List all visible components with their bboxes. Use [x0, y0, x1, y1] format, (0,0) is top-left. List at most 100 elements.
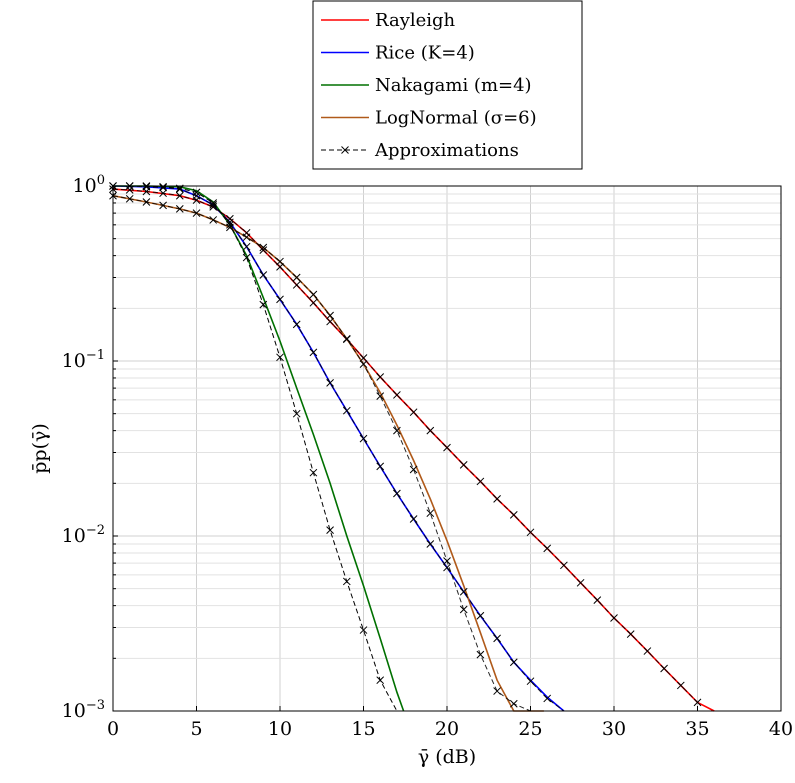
x-marker-approx-1 — [309, 348, 318, 357]
x-marker-stroke — [209, 201, 218, 209]
x-marker-stroke — [393, 426, 401, 435]
x-marker-stroke — [125, 186, 134, 194]
x-tick-label: 15 — [351, 718, 375, 740]
x-marker-nakagami — [326, 526, 334, 535]
x-marker-stroke — [493, 634, 501, 643]
y-tick-exponent: −3 — [86, 698, 105, 713]
legend-entry: Rice (K=4) — [321, 43, 475, 64]
x-marker-nakagami — [342, 577, 351, 586]
x-marker-stroke — [476, 650, 485, 659]
x-marker-approx-0 — [459, 461, 468, 469]
x-marker-stroke — [276, 295, 284, 304]
x-marker-approx-0 — [309, 298, 318, 307]
x-marker-approx-0 — [209, 203, 218, 211]
x-marker-approx-2 — [426, 509, 435, 518]
y-tick-label: 10−2 — [62, 523, 105, 547]
x-marker-stroke — [459, 587, 468, 596]
x-marker-approx-2 — [192, 209, 201, 217]
x-marker-nakagami — [209, 199, 218, 207]
x-marker-stroke — [309, 298, 318, 307]
x-marker-stroke — [509, 511, 518, 519]
x-marker-approx-0 — [626, 630, 635, 638]
legend-label: LogNormal (σ=6) — [375, 108, 537, 129]
series-line-1 — [112, 185, 565, 712]
legend-label: Nakagami (m=4) — [375, 75, 532, 96]
x-marker-stroke — [426, 540, 435, 548]
x-marker-approx-0 — [393, 391, 401, 399]
x-marker-stroke — [259, 300, 268, 309]
x-marker-stroke — [192, 209, 201, 217]
x-tick-label: 35 — [685, 718, 709, 740]
x-marker-approx-1 — [426, 540, 435, 548]
x-marker-stroke — [326, 379, 334, 387]
x-marker-stroke — [459, 605, 468, 614]
x-marker-stroke — [226, 214, 234, 223]
x-marker-stroke — [543, 544, 552, 553]
x-marker-approx-1 — [393, 489, 401, 498]
x-marker-stroke — [409, 408, 418, 417]
y-axis-label: p̄p(γ̄) — [29, 423, 51, 474]
y-tick-exponent: −2 — [86, 523, 105, 538]
x-marker-approx-2 — [226, 223, 234, 232]
x-marker-approx-1 — [376, 462, 385, 471]
x-marker-approx-0 — [409, 408, 418, 417]
x-marker-nakagami — [259, 300, 268, 309]
ticks — [112, 185, 782, 712]
x-marker-nakagami — [292, 409, 301, 418]
x-marker-stroke — [393, 391, 401, 399]
x-marker-approx-0 — [259, 246, 268, 254]
x-tick-label: 30 — [602, 718, 626, 740]
series-line-3 — [112, 194, 544, 712]
x-marker-approx-0 — [376, 373, 385, 381]
x-marker-stroke — [309, 348, 318, 357]
x-marker-approx-0 — [610, 614, 618, 622]
x-marker-stroke — [660, 664, 668, 673]
x-marker-stroke — [226, 223, 234, 232]
x-marker-stroke — [342, 334, 351, 343]
y-tick-exponent: 0 — [97, 173, 105, 188]
x-marker-stroke — [259, 243, 268, 252]
x-marker-stroke — [626, 630, 635, 638]
x-marker-stroke — [175, 205, 184, 213]
x-marker-approx-0 — [643, 647, 652, 655]
x-marker-stroke — [175, 185, 184, 193]
x-marker-approx-2 — [393, 426, 401, 435]
x-marker-approx-2 — [376, 392, 385, 400]
x-marker-nakagami — [309, 468, 318, 477]
x-axis-label: γ̄ (dB) — [418, 746, 476, 768]
x-marker-approx-1 — [209, 201, 218, 209]
x-marker-stroke — [292, 409, 301, 418]
x-marker-approx-2 — [309, 290, 318, 299]
x-marker-stroke — [610, 614, 618, 622]
x-marker-stroke — [560, 561, 568, 570]
x-marker-stroke — [326, 311, 334, 320]
y-tick-label: 10−1 — [62, 348, 105, 372]
x-marker-stroke — [476, 477, 485, 486]
x-marker-nakagami — [159, 182, 167, 191]
x-marker-approx-2 — [509, 699, 518, 708]
x-marker-stroke — [309, 468, 318, 477]
x-marker-stroke — [242, 253, 251, 262]
x-marker-stroke — [443, 557, 451, 565]
x-marker-stroke — [292, 281, 301, 289]
x-marker-stroke — [159, 189, 167, 198]
x-marker-stroke — [292, 320, 301, 329]
x-marker-stroke — [159, 183, 167, 192]
x-marker-stroke — [359, 360, 368, 368]
x-marker-stroke — [426, 509, 435, 518]
y-tick-exponent: −1 — [86, 348, 105, 363]
x-marker-stroke — [476, 611, 485, 620]
y-tick-base: 10 — [62, 350, 86, 372]
x-marker-stroke — [526, 677, 535, 686]
x-marker-stroke — [493, 687, 501, 695]
x-marker-nakagami — [242, 253, 251, 262]
y-tick-label: 10−3 — [62, 698, 105, 722]
x-tick-label: 25 — [518, 718, 542, 740]
x-marker-stroke — [359, 434, 368, 443]
x-marker-approx-0 — [560, 561, 568, 570]
approximation-line-nakagami — [113, 185, 398, 712]
x-marker-stroke — [509, 699, 518, 708]
x-marker-stroke — [142, 198, 151, 206]
